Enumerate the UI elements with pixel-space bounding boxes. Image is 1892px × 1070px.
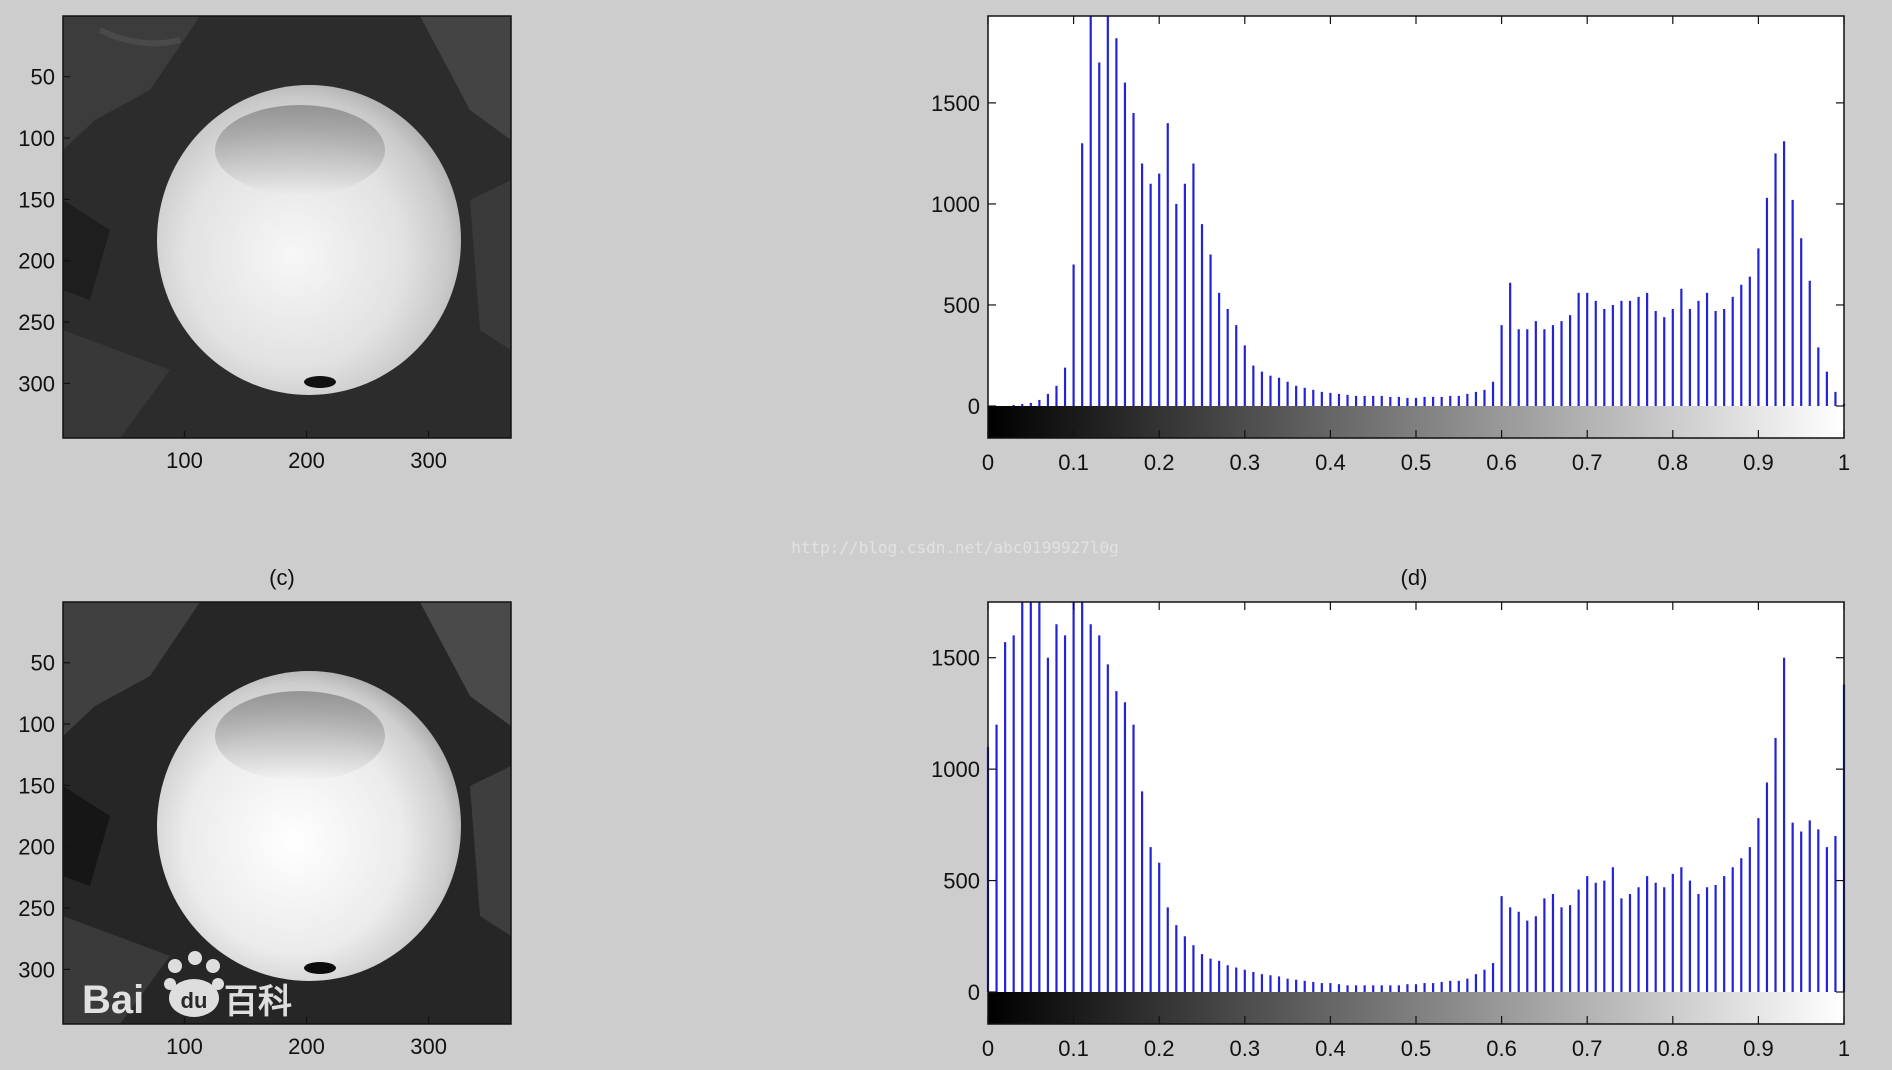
y-tick-label: 0 (968, 980, 980, 1005)
panel-b: 0 0.1 0.2 0.3 0.4 0.5 0.6 0.7 0.8 0.9 1 0 500 1000 150… (931, 15, 1850, 475)
y-tick-label: 50 (31, 65, 55, 90)
x-tick-label: 0.6 (1486, 1036, 1517, 1061)
x-tick-label: 0 (982, 1036, 994, 1061)
x-tick-label: 0.3 (1230, 1036, 1261, 1061)
y-tick-label: 150 (18, 187, 55, 212)
x-tick-label: 0.6 (1486, 450, 1517, 475)
y-tick-label: 250 (18, 310, 55, 335)
x-tick-label: 100 (166, 448, 203, 473)
x-tick-label: 0.1 (1058, 1036, 1089, 1061)
y-tick-label: 1500 (931, 646, 980, 671)
x-tick-label: 0 (982, 450, 994, 475)
x-tick-label: 0.7 (1572, 450, 1603, 475)
x-tick-label: 100 (166, 1034, 203, 1059)
x-tick-label: 0.1 (1058, 450, 1089, 475)
x-tick-label: 0.8 (1658, 1036, 1689, 1061)
panel-c-title: (c) (269, 565, 295, 590)
x-tick-label: 200 (288, 1034, 325, 1059)
y-tick-label: 200 (18, 835, 55, 860)
y-tick-label: 500 (943, 869, 980, 894)
axis-ticks-d: 0 0.1 0.2 0.3 0.4 0.5 0.6 0.7 0.8 0.9 1 0 500 1000 150… (931, 602, 1850, 1061)
axis-ticks-c: 100 200 300 50 100 150 200 250 300 (18, 651, 447, 1059)
y-tick-label: 1000 (931, 192, 980, 217)
y-tick-label: 1000 (931, 757, 980, 782)
x-tick-label: 0.9 (1743, 450, 1774, 475)
x-tick-label: 1 (1838, 450, 1850, 475)
y-tick-label: 100 (18, 126, 55, 151)
image-a (63, 16, 511, 438)
x-tick-label: 0.7 (1572, 1036, 1603, 1061)
histogram-bars-b (1012, 16, 1846, 406)
axis-ticks-a: 100 200 300 50 100 150 200 250 300 (18, 65, 447, 473)
y-tick-label: 100 (18, 712, 55, 737)
y-tick-label: 250 (18, 896, 55, 921)
panel-d: (d) 0 0.1 0.2 0.3 0.4 0.5 0.6 0.7 0.8 0.9 1 0 500 100… (931, 565, 1850, 1061)
x-tick-label: 300 (410, 1034, 447, 1059)
y-tick-label: 300 (18, 371, 55, 396)
svg-text:du: du (181, 988, 208, 1013)
x-tick-label: 0.5 (1401, 450, 1432, 475)
panel-c: (c) Bai du 百科 100 20 (18, 565, 512, 1059)
svg-text:百科: 百科 (224, 983, 292, 1021)
histogram-bars-d (986, 602, 1846, 992)
y-tick-label: 300 (18, 957, 55, 982)
x-tick-label: 300 (410, 448, 447, 473)
axis-ticks-b: 0 0.1 0.2 0.3 0.4 0.5 0.6 0.7 0.8 0.9 1 0 500 1000 150… (931, 16, 1850, 475)
panel-a: 100 200 300 50 100 150 200 250 300 (18, 15, 512, 473)
x-tick-label: 0.2 (1144, 450, 1175, 475)
x-tick-label: 0.3 (1230, 450, 1261, 475)
x-tick-label: 0.2 (1144, 1036, 1175, 1061)
y-tick-label: 50 (31, 651, 55, 676)
y-tick-label: 500 (943, 293, 980, 318)
y-tick-label: 200 (18, 249, 55, 274)
x-tick-label: 0.4 (1315, 450, 1346, 475)
x-tick-label: 0.8 (1658, 450, 1689, 475)
y-tick-label: 150 (18, 773, 55, 798)
x-tick-label: 0.5 (1401, 1036, 1432, 1061)
y-tick-label: 1500 (931, 91, 980, 116)
watermark: http://blog.csdn.net/abc0199927l0g (791, 538, 1119, 557)
x-tick-label: 0.9 (1743, 1036, 1774, 1061)
x-tick-label: 200 (288, 448, 325, 473)
y-tick-label: 0 (968, 394, 980, 419)
x-tick-label: 0.4 (1315, 1036, 1346, 1061)
x-tick-label: 1 (1838, 1036, 1850, 1061)
svg-text:Bai: Bai (82, 978, 144, 1022)
baidu-logo: Bai du 百科 (82, 951, 292, 1022)
image-c: Bai du 百科 (63, 602, 511, 1024)
panel-d-title: (d) (1401, 565, 1428, 590)
